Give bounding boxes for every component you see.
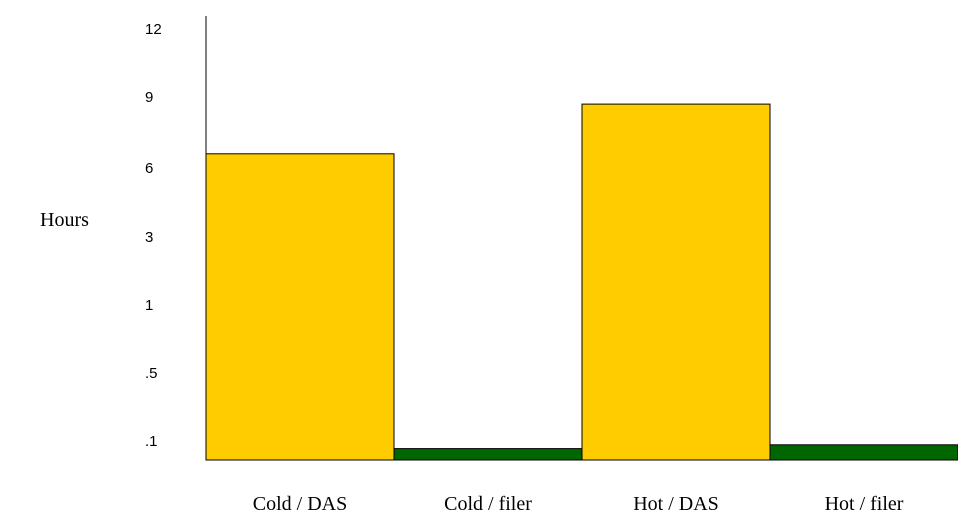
bar [393,448,583,461]
bar [769,444,958,461]
y-tick-label: 6 [145,160,153,177]
bar [205,153,395,461]
x-tick-label: Cold / DAS [253,493,347,515]
y-tick-label: .1 [145,433,158,450]
bars [205,103,958,461]
y-tick-labels: .1 .5 1 3 6 9 12 [145,21,162,450]
x-tick-labels: Cold / DAS Cold / filer Hot / DAS Hot / fil… [253,493,904,515]
bar [581,103,771,461]
y-axis-label: Hours [40,209,89,231]
y-tick-label: 3 [145,229,153,246]
y-tick-label: 12 [145,21,162,38]
x-tick-label: Hot / DAS [633,493,719,515]
y-tick-label: 1 [145,297,153,314]
y-tick-label: .5 [145,365,158,382]
x-tick-label: Hot / filer [825,493,904,515]
x-tick-label: Cold / filer [444,493,532,515]
y-tick-label: 9 [145,89,153,106]
